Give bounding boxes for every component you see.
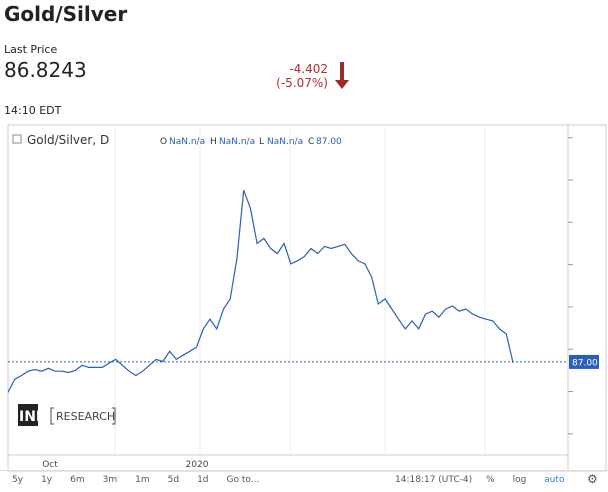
watermark-brackets [50, 407, 116, 425]
watermark-research: RESEARCH [56, 410, 115, 423]
collapse-icon[interactable] [12, 134, 22, 144]
v-grid [114, 125, 486, 455]
option-button[interactable]: auto [544, 475, 565, 485]
legend-o: O [160, 137, 167, 147]
option-button[interactable]: % [486, 475, 495, 485]
range-button[interactable]: 5d [167, 475, 180, 485]
change: -4.402 [289, 62, 328, 76]
change-pct: (-5.07%) [276, 76, 328, 90]
option-button[interactable]: log [512, 475, 527, 485]
chart: Gold/Silver, D O NaN.n/a H NaN.n/a L NaN… [7, 124, 607, 472]
range-button[interactable]: 3m [102, 475, 118, 485]
legend-l-val: NaN.n/a [267, 137, 303, 147]
range-button[interactable]: 1m [135, 475, 150, 485]
down-arrow [335, 62, 349, 89]
range-button[interactable]: 1y [41, 475, 53, 485]
price-tag-label: 87.00 [572, 358, 598, 368]
range-button[interactable]: 5y [12, 475, 24, 485]
settings[interactable]: ⚙ [587, 472, 598, 486]
x-label: 2020 [186, 460, 209, 470]
legend-h: H [210, 137, 217, 147]
range-button[interactable]: 6m [70, 475, 85, 485]
title: Gold/Silver [4, 2, 128, 26]
price-tag [569, 354, 599, 369]
legend-o-val: NaN.n/a [169, 137, 205, 147]
price-line [7, 189, 514, 393]
last-price-label: Last Price [4, 43, 58, 56]
time: 14:10 EDT [4, 104, 62, 117]
clock: 14:18:17 (UTC-4) [395, 475, 473, 485]
legend-c-val: 87.00 [316, 137, 342, 147]
toolbar: 5y 1y 6m 3m 1m 5d 1d Go to... 14:18:17 (UTC-4) … [0, 470, 608, 492]
x-label: Oct [42, 460, 58, 470]
legend-l: L [259, 137, 264, 147]
chart-frame [7, 124, 607, 472]
range-button[interactable]: 1d [197, 475, 209, 485]
legend-h-val: NaN.n/a [219, 137, 255, 147]
last-price: 86.8243 [4, 58, 87, 82]
legend-c: C [308, 137, 314, 147]
watermark-ink: INK [19, 409, 48, 425]
legend-name: Gold/Silver, D [27, 133, 109, 147]
range-button[interactable]: Go to... [226, 475, 260, 485]
watermark-box [18, 404, 38, 426]
